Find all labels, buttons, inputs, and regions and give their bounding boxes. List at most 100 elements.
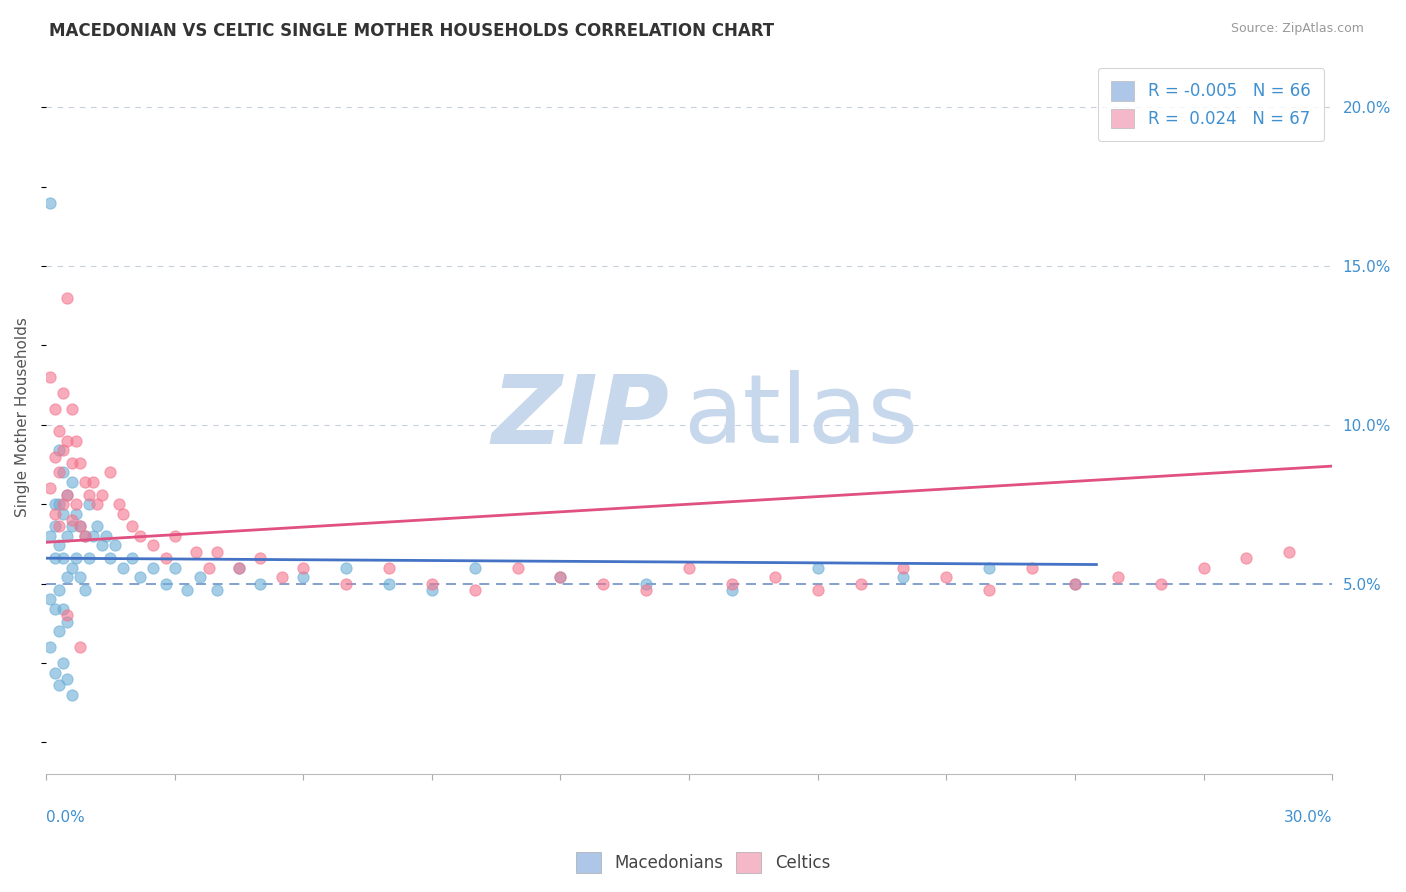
Point (420, 582, 443, 597)
Point (763, 570, 786, 584)
Point (86, 519, 108, 533)
Point (1064, 576, 1087, 591)
Point (56, 672, 79, 686)
Point (48, 466, 70, 480)
Point (39, 195, 62, 210)
Point (86, 497, 108, 511)
Point (52, 466, 75, 480)
Point (90, 488, 112, 502)
Point (292, 560, 315, 574)
Point (48, 678, 70, 692)
Point (48, 624, 70, 639)
Point (121, 551, 143, 566)
Point (163, 529, 186, 543)
Y-axis label: Single Mother Households: Single Mother Households (15, 317, 30, 516)
Point (1021, 560, 1043, 574)
Point (39, 592, 62, 607)
Point (94, 529, 117, 543)
Point (112, 560, 135, 574)
Point (77, 497, 100, 511)
Point (65, 507, 87, 521)
Point (636, 576, 658, 591)
Point (721, 576, 744, 591)
Point (378, 576, 401, 591)
Point (65, 497, 87, 511)
Point (69, 570, 91, 584)
Point (44, 450, 66, 464)
Text: atlas: atlas (683, 370, 918, 463)
Point (228, 560, 250, 574)
Text: MACEDONIAN VS CELTIC SINGLE MOTHER HOUSEHOLDS CORRELATION CHART: MACEDONIAN VS CELTIC SINGLE MOTHER HOUSE… (49, 22, 775, 40)
Point (77, 551, 100, 566)
Point (69, 519, 91, 533)
Point (48, 519, 70, 533)
Point (98, 466, 121, 480)
Point (103, 539, 125, 553)
Point (60, 456, 83, 470)
Point (44, 401, 66, 416)
Point (73, 475, 96, 489)
Legend: Macedonians, Celtics: Macedonians, Celtics (569, 846, 837, 880)
Point (69, 519, 91, 533)
Point (90, 539, 112, 553)
Point (292, 570, 315, 584)
Point (60, 688, 83, 702)
Point (935, 570, 957, 584)
Point (807, 582, 830, 597)
Point (56, 434, 79, 448)
Point (636, 582, 658, 597)
Point (48, 497, 70, 511)
Point (1278, 545, 1301, 559)
Point (98, 551, 121, 566)
Point (39, 481, 62, 495)
Point (52, 443, 75, 458)
Point (56, 570, 79, 584)
Point (198, 560, 221, 574)
Point (249, 551, 271, 566)
Point (464, 560, 486, 574)
Point (56, 488, 79, 502)
Point (979, 582, 1001, 597)
Point (893, 570, 915, 584)
Point (56, 608, 79, 623)
Point (979, 560, 1001, 574)
Point (506, 560, 529, 574)
Point (82, 475, 104, 489)
Text: 0.0%: 0.0% (46, 810, 84, 825)
Point (176, 582, 198, 597)
Point (73, 529, 96, 543)
Point (77, 488, 100, 502)
Point (56, 291, 79, 305)
Point (721, 582, 744, 597)
Point (52, 497, 75, 511)
Point (420, 576, 443, 591)
Point (249, 576, 271, 591)
Text: 30.0%: 30.0% (1284, 810, 1333, 825)
Point (464, 582, 486, 597)
Point (121, 519, 143, 533)
Point (48, 582, 70, 597)
Point (378, 560, 401, 574)
Point (65, 551, 87, 566)
Point (129, 529, 152, 543)
Point (335, 560, 357, 574)
Point (678, 560, 700, 574)
Point (184, 545, 207, 559)
Point (188, 570, 211, 584)
Point (142, 560, 165, 574)
Point (60, 519, 83, 533)
Point (849, 576, 872, 591)
Point (65, 434, 87, 448)
Point (60, 513, 83, 527)
Point (550, 570, 572, 584)
Point (335, 576, 357, 591)
Point (52, 386, 75, 401)
Point (39, 370, 62, 384)
Point (1107, 570, 1129, 584)
Point (142, 539, 165, 553)
Point (44, 507, 66, 521)
Point (44, 497, 66, 511)
Point (52, 551, 75, 566)
Point (228, 560, 250, 574)
Point (56, 488, 79, 502)
